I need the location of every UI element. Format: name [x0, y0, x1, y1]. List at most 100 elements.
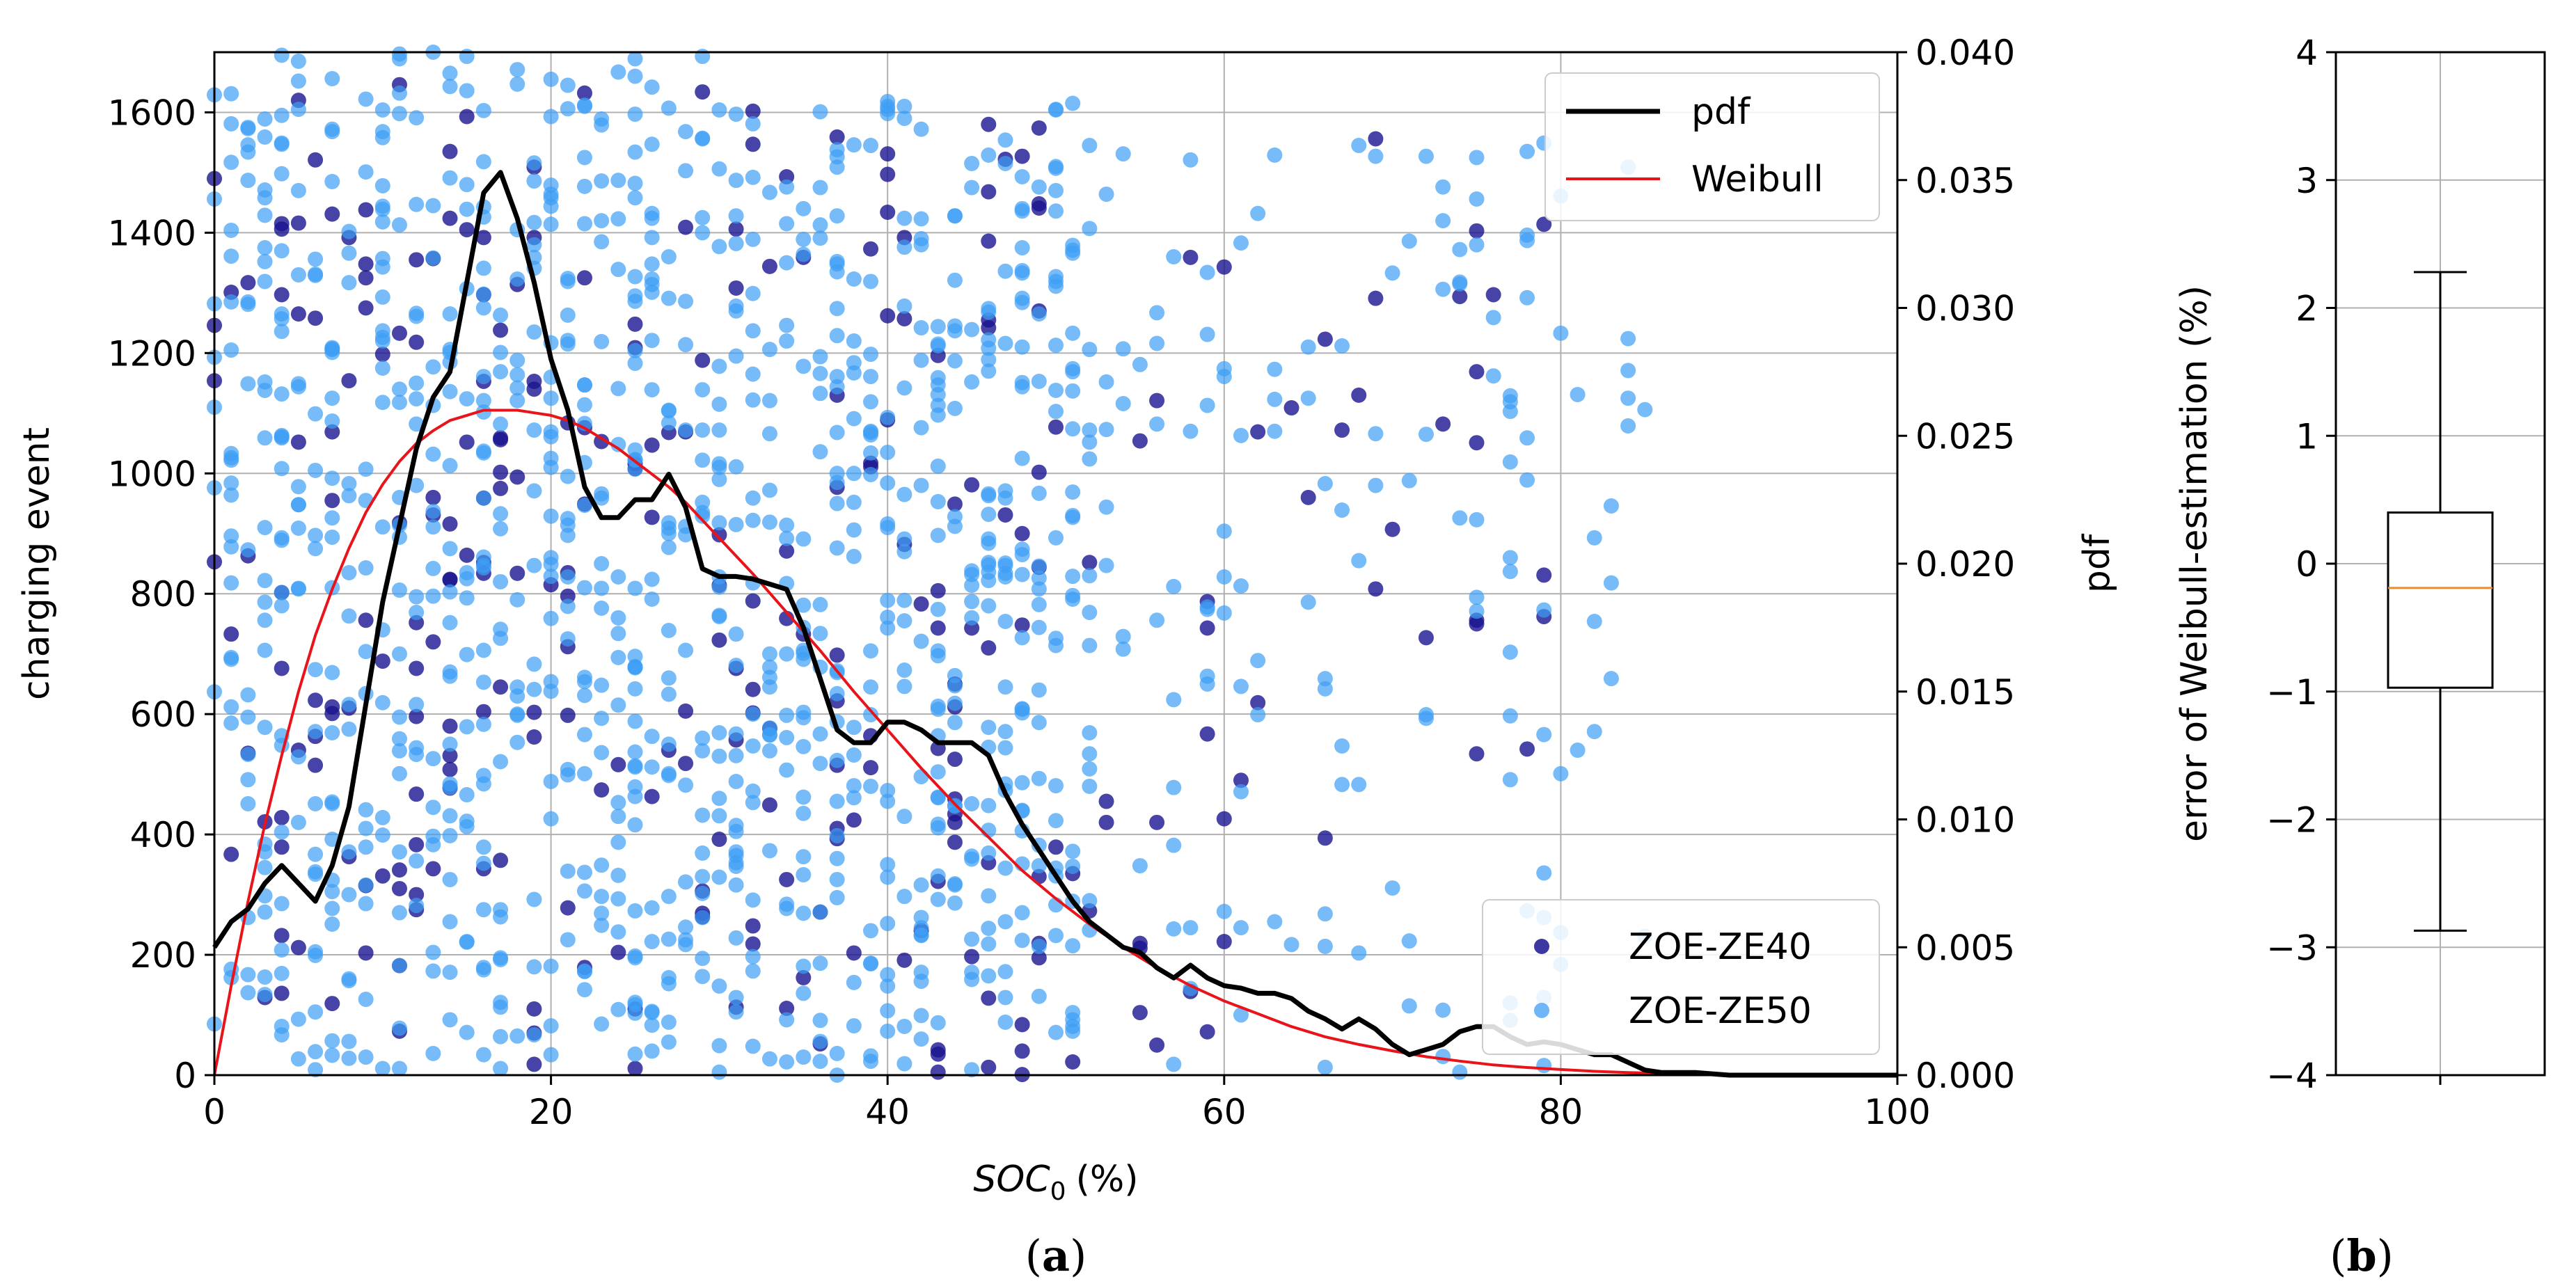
scatter-point — [1014, 450, 1030, 466]
scatter-point — [930, 377, 946, 393]
scatter-point — [1048, 102, 1064, 118]
y2-tick-label: 0.040 — [1915, 33, 2015, 73]
scatter-point — [374, 251, 390, 267]
scatter-point — [930, 764, 946, 780]
scatter-point — [493, 999, 509, 1015]
scatter-point — [493, 431, 509, 447]
y-tick-label: 4 — [2296, 33, 2318, 73]
scatter-point — [981, 147, 997, 163]
scatter-point — [1048, 839, 1064, 855]
scatter-point — [374, 214, 390, 230]
scatter-point — [290, 479, 306, 495]
scatter-point — [1014, 294, 1030, 310]
scatter-point — [728, 747, 744, 763]
scatter-point — [526, 557, 542, 573]
scatter-point — [1351, 387, 1367, 403]
scatter-point — [930, 527, 946, 543]
scatter-point — [526, 173, 542, 189]
y2-tick-label: 0.035 — [1915, 161, 2015, 201]
scatter-point — [880, 916, 896, 932]
scatter-point — [391, 905, 407, 921]
scatter-point — [1082, 451, 1098, 467]
scatter-point — [594, 917, 610, 933]
scatter-point — [761, 392, 777, 408]
scatter-point — [1519, 289, 1535, 305]
scatter-point — [576, 864, 592, 880]
scatter-point — [409, 605, 425, 621]
y2-tick-label: 0.010 — [1915, 800, 2015, 841]
scatter-point — [1166, 249, 1182, 264]
scatter-point — [425, 489, 441, 505]
scatter-point — [1485, 310, 1501, 326]
scatter-point — [981, 640, 997, 656]
scatter-point — [475, 642, 491, 658]
scatter-point — [341, 608, 357, 624]
scatter-point — [391, 1020, 407, 1036]
scatter-point — [930, 397, 946, 413]
scatter-point — [358, 256, 374, 272]
scatter-point — [947, 798, 963, 814]
scatter-point — [409, 589, 425, 605]
scatter-point — [594, 434, 610, 450]
scatter-point — [1603, 575, 1619, 591]
scatter-point — [796, 985, 812, 1001]
scatter-point — [627, 759, 643, 775]
scatter-point — [576, 580, 592, 596]
scatter-point — [594, 1016, 610, 1032]
scatter-point — [493, 950, 509, 966]
scatter-point — [829, 328, 845, 344]
legend-ze50-label: ZOE-ZE50 — [1629, 990, 1812, 1032]
scatter-point — [442, 779, 458, 795]
scatter-point — [308, 864, 324, 880]
scatter-point — [526, 729, 542, 745]
scatter-point — [509, 367, 526, 383]
scatter-point — [981, 1059, 997, 1075]
scatter-point — [913, 121, 929, 137]
scatter-point — [358, 91, 374, 107]
scatter-point — [981, 564, 997, 580]
scatter-point — [745, 136, 761, 152]
scatter-point — [274, 928, 290, 944]
scatter-point — [627, 356, 643, 372]
scatter-point — [812, 1013, 828, 1029]
scatter-point — [308, 947, 324, 963]
scatter-point — [594, 889, 610, 905]
scatter-point — [678, 527, 694, 543]
scatter-point — [308, 1044, 324, 1060]
scatter-point — [576, 765, 592, 781]
scatter-point — [459, 201, 475, 217]
scatter-point — [896, 380, 912, 396]
scatter-point — [761, 797, 777, 813]
scatter-point — [341, 844, 357, 860]
scatter-point — [728, 626, 744, 642]
scatter-point — [459, 590, 475, 606]
scatter-point — [1300, 489, 1316, 505]
scatter-point — [509, 469, 526, 485]
scatter-point — [274, 942, 290, 958]
scatter-point — [526, 681, 542, 697]
scatter-point — [374, 1061, 390, 1077]
scatter-point — [627, 342, 643, 358]
scatter-point — [526, 1027, 542, 1043]
scatter-point — [745, 116, 761, 132]
scatter-point — [779, 1012, 795, 1028]
scatter-point — [695, 845, 711, 861]
scatter-point — [627, 68, 643, 84]
scatter-point — [324, 390, 340, 406]
scatter-point — [1603, 671, 1619, 687]
scatter-point — [997, 990, 1013, 1006]
scatter-point — [274, 311, 290, 327]
scatter-point — [880, 308, 896, 324]
scatter-point — [1065, 1054, 1081, 1070]
scatter-point — [1031, 464, 1047, 480]
scatter-point — [695, 452, 711, 468]
caption-b: (b) — [2330, 1230, 2394, 1281]
scatter-point — [1317, 906, 1333, 922]
scatter-point — [1065, 938, 1081, 954]
scatter-point — [257, 720, 273, 736]
scatter-point — [391, 646, 407, 662]
scatter-point — [711, 1038, 727, 1054]
scatter-point — [761, 184, 777, 200]
scatter-point — [341, 245, 357, 261]
